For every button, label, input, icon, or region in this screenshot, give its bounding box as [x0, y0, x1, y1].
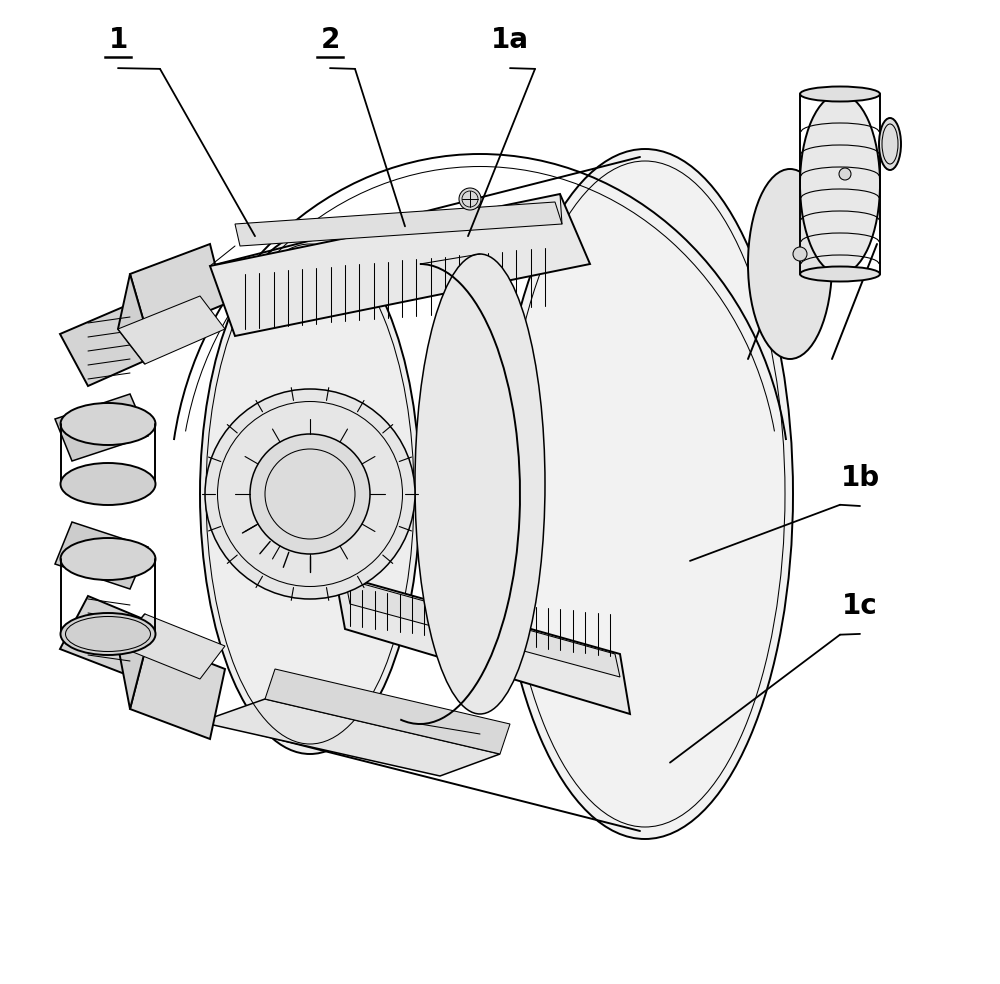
- Ellipse shape: [60, 613, 156, 655]
- Polygon shape: [130, 244, 225, 336]
- Polygon shape: [335, 574, 630, 714]
- Ellipse shape: [200, 234, 420, 754]
- Polygon shape: [118, 296, 225, 364]
- Ellipse shape: [879, 118, 901, 170]
- Ellipse shape: [415, 254, 545, 714]
- Ellipse shape: [459, 188, 481, 210]
- Polygon shape: [130, 639, 225, 739]
- Ellipse shape: [250, 434, 370, 554]
- Polygon shape: [210, 194, 590, 336]
- Ellipse shape: [60, 463, 156, 505]
- Text: 1a: 1a: [491, 27, 529, 54]
- Polygon shape: [55, 394, 148, 461]
- Ellipse shape: [800, 267, 880, 281]
- Text: 2: 2: [320, 27, 340, 54]
- Polygon shape: [200, 699, 500, 776]
- Polygon shape: [235, 202, 562, 246]
- Polygon shape: [118, 614, 148, 709]
- Polygon shape: [118, 614, 225, 679]
- Ellipse shape: [205, 389, 415, 599]
- Ellipse shape: [60, 403, 156, 445]
- Polygon shape: [345, 579, 620, 677]
- Ellipse shape: [497, 149, 793, 839]
- Text: 1: 1: [108, 27, 128, 54]
- Polygon shape: [265, 669, 510, 754]
- Ellipse shape: [839, 168, 851, 180]
- Text: 1b: 1b: [840, 464, 880, 492]
- Text: 1c: 1c: [842, 592, 878, 620]
- Ellipse shape: [793, 247, 807, 261]
- Ellipse shape: [60, 538, 156, 580]
- Polygon shape: [60, 596, 160, 676]
- Polygon shape: [118, 274, 148, 364]
- Ellipse shape: [800, 87, 880, 101]
- Ellipse shape: [800, 94, 880, 274]
- Polygon shape: [55, 522, 148, 589]
- Ellipse shape: [748, 169, 832, 359]
- Polygon shape: [60, 304, 160, 386]
